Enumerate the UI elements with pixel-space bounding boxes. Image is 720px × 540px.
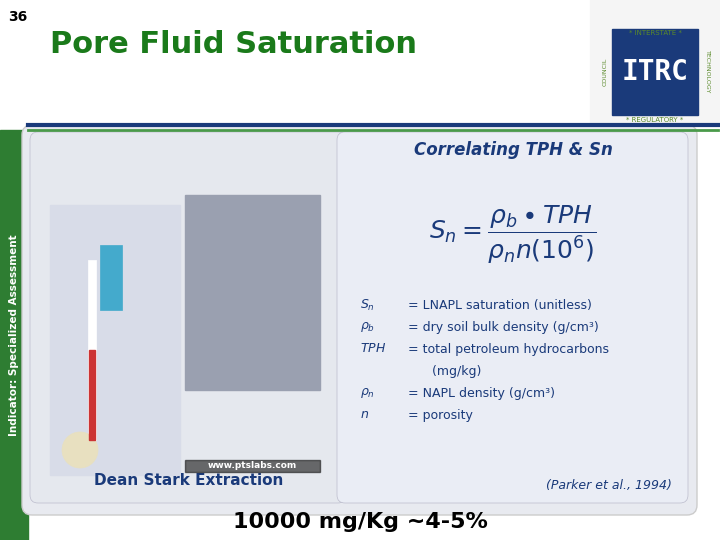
Bar bbox=[185, 195, 320, 390]
Text: 10000 mg/Kg ~4-5%: 10000 mg/Kg ~4-5% bbox=[233, 512, 487, 532]
Text: ITRC: ITRC bbox=[621, 58, 688, 86]
Text: $\rho_n$: $\rho_n$ bbox=[360, 386, 375, 400]
Text: = total petroleum hydrocarbons: = total petroleum hydrocarbons bbox=[400, 342, 609, 355]
Text: * REGULATORY *: * REGULATORY * bbox=[626, 117, 683, 123]
Text: = dry soil bulk density (g/cm³): = dry soil bulk density (g/cm³) bbox=[400, 321, 599, 334]
Text: TECHNOLOGY: TECHNOLOGY bbox=[704, 50, 709, 93]
Text: COUNCIL: COUNCIL bbox=[603, 58, 608, 86]
Bar bbox=[0, 130, 28, 540]
Text: Correlating TPH & Sn: Correlating TPH & Sn bbox=[413, 141, 613, 159]
Bar bbox=[89, 350, 95, 440]
Text: $S_n$: $S_n$ bbox=[360, 298, 375, 313]
Bar bbox=[185, 460, 320, 472]
Text: (Parker et al., 1994): (Parker et al., 1994) bbox=[546, 478, 672, 491]
Text: = porosity: = porosity bbox=[400, 408, 473, 422]
Text: = LNAPL saturation (unitless): = LNAPL saturation (unitless) bbox=[400, 299, 592, 312]
Text: $S_n = \dfrac{\rho_b \bullet TPH}{\rho_n n(10^6)}$: $S_n = \dfrac{\rho_b \bullet TPH}{\rho_n… bbox=[429, 204, 597, 266]
Circle shape bbox=[62, 432, 98, 468]
Bar bbox=[612, 29, 698, 115]
Text: $TPH$: $TPH$ bbox=[360, 342, 386, 355]
Text: (mg/kg): (mg/kg) bbox=[400, 364, 482, 377]
FancyBboxPatch shape bbox=[22, 125, 697, 515]
Text: = NAPL density (g/cm³): = NAPL density (g/cm³) bbox=[400, 387, 555, 400]
Bar bbox=[88, 260, 96, 440]
Text: Dean Stark Extraction: Dean Stark Extraction bbox=[94, 473, 284, 488]
Text: 36: 36 bbox=[8, 10, 27, 24]
FancyBboxPatch shape bbox=[337, 132, 688, 503]
Text: www.ptslabs.com: www.ptslabs.com bbox=[207, 462, 297, 470]
Bar bbox=[590, 0, 720, 125]
Text: $n$: $n$ bbox=[360, 408, 369, 422]
Bar bbox=[100, 245, 122, 310]
FancyBboxPatch shape bbox=[30, 132, 346, 503]
Bar bbox=[50, 205, 180, 475]
Text: Indicator: Specialized Assessment: Indicator: Specialized Assessment bbox=[9, 234, 19, 436]
Text: $\rho_b$: $\rho_b$ bbox=[360, 320, 375, 334]
Text: Pore Fluid Saturation: Pore Fluid Saturation bbox=[50, 30, 417, 59]
Text: * INTERSTATE *: * INTERSTATE * bbox=[629, 30, 681, 36]
